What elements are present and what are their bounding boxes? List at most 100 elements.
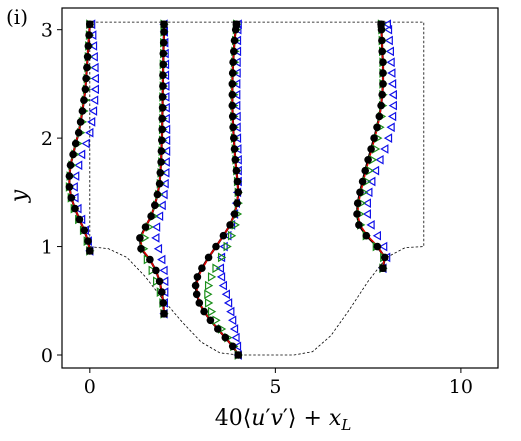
profile-2 <box>136 19 171 319</box>
blue-triangle-marker <box>161 135 171 146</box>
black-dot-marker <box>212 242 220 251</box>
blue-triangle-marker <box>232 111 241 122</box>
black-dot-marker <box>157 158 165 166</box>
y-tick-label: 3 <box>41 20 53 42</box>
y-tick-label: 2 <box>41 128 53 150</box>
black-dot-marker <box>74 128 83 137</box>
y-axis-label: y <box>7 189 32 203</box>
blue-triangle-marker <box>74 160 83 171</box>
red-line <box>139 24 165 314</box>
panel-label: (i) <box>6 5 28 29</box>
black-dot-marker <box>191 281 200 290</box>
black-dot-marker <box>377 101 385 110</box>
blue-triangle-marker <box>232 46 242 57</box>
green-triangle-marker <box>227 230 237 241</box>
black-dot-marker <box>228 112 237 121</box>
blue-triangle-marker <box>385 46 394 57</box>
black-dot-marker <box>66 161 75 169</box>
blue-triangle-marker <box>151 222 161 232</box>
x-axis-label: 40⟨u′v′⟩ + xL <box>215 406 352 434</box>
black-dot-marker <box>230 210 239 218</box>
black-dot-marker <box>71 139 80 148</box>
blue-triangle-marker <box>160 178 169 189</box>
blue-triangle-marker <box>157 254 166 265</box>
blue-triangle-marker <box>85 127 94 138</box>
black-dot-marker <box>75 215 84 224</box>
black-dot-marker <box>379 58 387 66</box>
black-dot-marker <box>373 123 381 132</box>
black-dot-marker <box>233 177 242 186</box>
black-dot-marker <box>151 201 159 210</box>
blue-triangle-marker <box>228 315 237 326</box>
blue-triangle-marker <box>362 209 371 219</box>
black-dot-marker <box>370 134 378 142</box>
black-dot-marker <box>141 223 150 231</box>
blue-triangle-marker <box>76 149 86 160</box>
black-dot-marker <box>381 253 389 262</box>
blue-triangle-marker <box>232 57 241 68</box>
black-dot-marker <box>160 28 168 36</box>
black-dot-marker <box>152 266 160 275</box>
black-dot-marker <box>358 177 367 186</box>
blue-triangle-marker <box>86 117 96 127</box>
black-dot-marker <box>159 299 168 307</box>
black-dot-marker <box>136 234 144 242</box>
black-dot-marker <box>228 90 237 99</box>
black-dot-marker <box>156 169 165 177</box>
blue-triangle-marker <box>232 100 241 111</box>
black-dot-marker <box>155 277 164 286</box>
black-dot-marker <box>82 74 90 83</box>
black-dot-marker <box>78 107 87 115</box>
blue-triangle-marker <box>88 41 98 51</box>
black-dot-marker <box>353 210 361 218</box>
black-dot-marker <box>65 172 74 180</box>
black-dot-marker <box>158 288 166 296</box>
black-dot-marker <box>85 31 93 39</box>
black-dot-marker <box>158 136 166 145</box>
blue-triangle-marker <box>231 332 240 343</box>
black-dot-marker <box>81 85 90 94</box>
blue-triangle-marker <box>387 79 397 89</box>
black-dot-marker <box>226 221 234 229</box>
blue-triangle-marker <box>223 298 233 308</box>
black-dot-marker <box>375 112 384 121</box>
black-dot-marker <box>137 244 145 253</box>
blue-triangle-marker <box>89 51 98 62</box>
blue-triangle-marker <box>366 220 375 230</box>
black-dot-marker <box>153 190 162 199</box>
blue-triangle-marker <box>362 198 371 209</box>
blue-triangle-marker <box>81 138 90 149</box>
black-dot-marker <box>206 316 215 325</box>
black-dot-marker <box>353 199 362 207</box>
black-dot-marker <box>230 134 238 142</box>
black-dot-marker <box>159 82 167 90</box>
black-dot-marker <box>378 90 387 99</box>
blue-triangle-marker <box>159 265 168 276</box>
black-dot-marker <box>83 63 91 72</box>
green-triangle-marker <box>212 263 221 274</box>
black-dot-marker <box>230 47 238 56</box>
black-dot-marker <box>229 58 237 66</box>
blue-triangle-marker <box>384 35 393 46</box>
black-dot-marker <box>84 42 93 50</box>
black-dot-marker <box>146 255 154 264</box>
black-dot-marker <box>373 242 382 251</box>
green-triangle-marker <box>207 272 217 282</box>
black-dot-marker <box>232 166 241 175</box>
black-dot-marker <box>364 156 372 164</box>
blue-triangle-marker <box>159 189 168 200</box>
green-triangle-marker <box>148 265 157 276</box>
blue-triangle-marker <box>232 341 242 352</box>
black-dot-marker <box>76 118 85 126</box>
black-square-marker <box>377 20 385 28</box>
blue-triangle-marker <box>386 57 395 68</box>
plot-area <box>65 19 425 360</box>
blue-triangle-marker <box>380 144 389 154</box>
blue-triangle-marker <box>382 19 392 30</box>
black-dot-marker <box>230 145 239 153</box>
green-triangle-marker <box>204 289 213 300</box>
blue-triangle-marker <box>161 124 171 135</box>
blue-triangle-marker <box>387 68 396 78</box>
black-dot-marker <box>157 147 166 155</box>
blue-triangle-marker <box>232 79 241 89</box>
